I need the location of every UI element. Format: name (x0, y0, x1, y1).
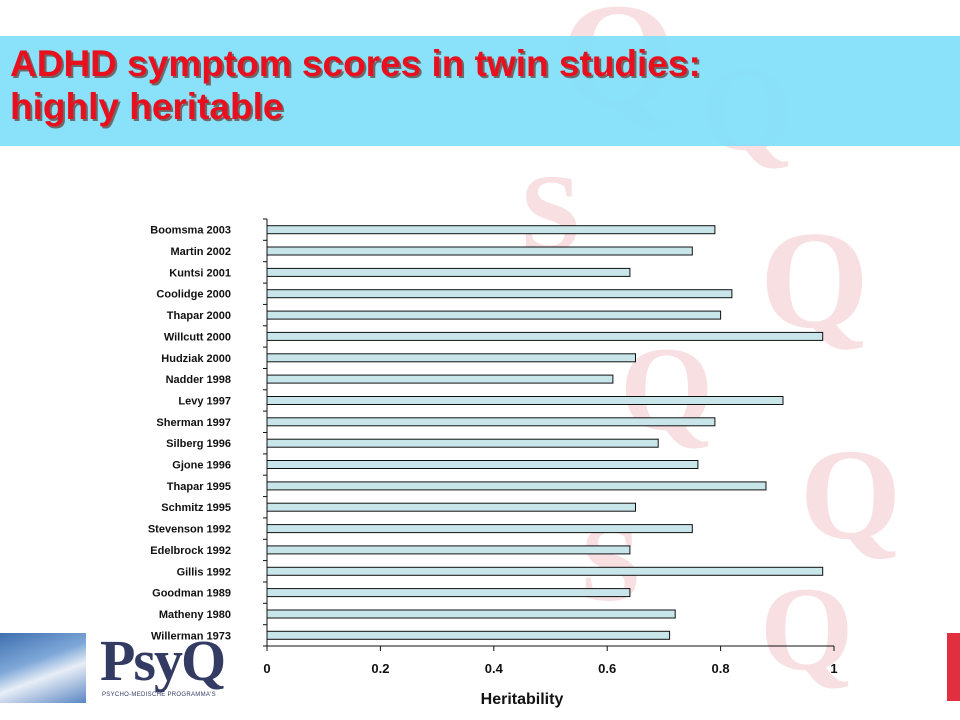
bar-silberg-1996 (266, 438, 659, 448)
category-label: Gjone 1996 (172, 460, 231, 472)
category-label: Boomsma 2003 (150, 225, 231, 237)
chart-axes (263, 218, 835, 651)
category-label: Silberg 1996 (166, 438, 231, 450)
bar-hudziak-2000 (266, 353, 636, 363)
category-label: Hudziak 2000 (161, 353, 231, 365)
slide-title: ADHD symptom scores in twin studies: hig… (10, 42, 950, 128)
bar-thapar-2000 (266, 310, 722, 320)
x-tick-label: 0 (263, 661, 270, 676)
bar-thapar-1995 (266, 481, 767, 491)
category-label: Thapar 2000 (167, 310, 231, 322)
category-label: Coolidge 2000 (156, 289, 231, 301)
bar-stevenson-1992 (266, 524, 693, 534)
category-label: Matheny 1980 (159, 609, 231, 621)
bar-series (266, 225, 824, 640)
category-label: Gillis 1992 (177, 566, 231, 578)
category-label: Kuntsi 2001 (169, 267, 231, 279)
category-label: Goodman 1989 (152, 588, 231, 600)
bar-gjone-1996 (266, 460, 699, 469)
category-label: Martin 2002 (170, 246, 231, 258)
bar-willerman-1973 (266, 630, 671, 640)
bar-sherman-1997 (266, 417, 716, 427)
x-tick-label: 0.8 (712, 661, 730, 676)
bar-matheny-1980 (266, 609, 676, 619)
category-label: Levy 1997 (178, 396, 231, 408)
decorative-red-strip (947, 633, 960, 701)
bar-boomsma-2003 (266, 225, 716, 235)
bar-willcutt-2000 (266, 331, 824, 341)
x-tick-label: 0.6 (598, 661, 616, 676)
category-label: Willcutt 2000 (164, 331, 231, 343)
bar-levy-1997 (266, 396, 784, 405)
bar-goodman-1989 (266, 588, 631, 598)
logo-wordmark: PsyQ (100, 628, 226, 693)
slide-title-line-1: ADHD symptom scores in twin studies: (10, 43, 701, 84)
bar-gillis-1992 (266, 566, 824, 576)
logo-subtitle: PSYCHO-MEDISCHE PROGRAMMA'S (102, 692, 216, 698)
logo-photo (0, 633, 86, 703)
category-label: Edelbrock 1992 (150, 545, 231, 557)
category-label: Nadder 1998 (166, 374, 231, 386)
bar-nadder-1998 (266, 374, 614, 384)
bar-kuntsi-2001 (266, 267, 631, 277)
x-tick-label: 0.4 (485, 661, 504, 676)
category-label: Stevenson 1992 (148, 524, 231, 536)
title-band (0, 36, 960, 146)
category-label: Schmitz 1995 (161, 502, 231, 514)
x-tick-label: 0.2 (371, 661, 389, 676)
bar-schmitz-1995 (266, 502, 636, 512)
category-label: Sherman 1997 (156, 417, 231, 429)
bar-edelbrock-1992 (266, 545, 631, 555)
x-axis-title: Heritability (481, 691, 564, 708)
category-label: Willerman 1973 (151, 630, 231, 642)
x-axis-tick-labels: 0 0.2 0.4 0.6 0.8 1 (263, 661, 837, 676)
category-label: Thapar 1995 (167, 481, 231, 493)
bar-martin-2002 (266, 246, 693, 256)
bar-coolidge-2000 (266, 289, 733, 299)
slide-title-line-2: highly heritable (10, 86, 284, 127)
x-tick-label: 1 (830, 661, 837, 676)
category-labels: Boomsma 2003 Martin 2002 Kuntsi 2001 Coolid… (148, 225, 231, 643)
psyq-logo: PsyQ PSYCHO-MEDISCHE PROGRAMMA'S (100, 630, 260, 702)
